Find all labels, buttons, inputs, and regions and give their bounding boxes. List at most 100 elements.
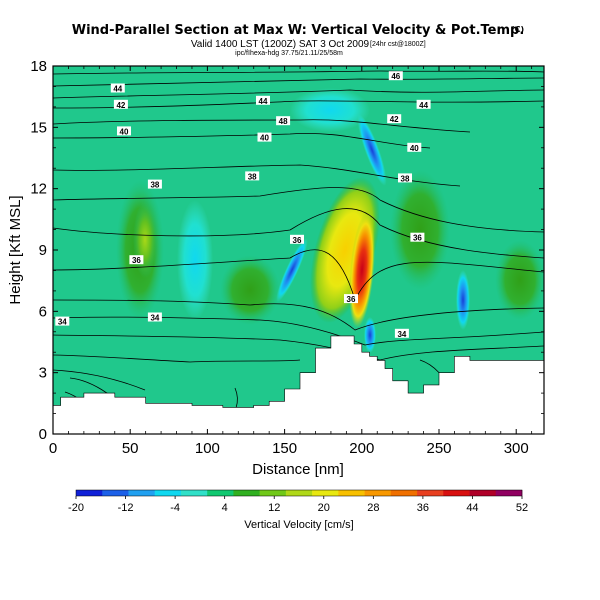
- contour-label-text: 36: [347, 295, 356, 304]
- colorbar-swatch: [338, 490, 365, 496]
- colorbar-frame: [75, 489, 523, 497]
- colorbar-swatch: [259, 490, 287, 496]
- contour-label-bg: [257, 132, 272, 142]
- x-tick-label: 100: [195, 440, 220, 457]
- colorbar-swatch: [417, 490, 444, 496]
- green-zone-right: [390, 170, 450, 290]
- contour-label-text: 40: [260, 134, 269, 143]
- contour-label: 44: [110, 83, 125, 94]
- contour-label: 44: [256, 95, 270, 106]
- contour-label: 38: [398, 173, 412, 183]
- colorbar-swatch: [233, 490, 260, 496]
- contour-label: 36: [344, 294, 358, 304]
- contour-label-bg: [290, 234, 304, 244]
- contour-label: 40: [257, 132, 272, 143]
- contour-label-bg: [117, 126, 131, 136]
- x-axis-ticks: 0 50 100 150 200 250 300: [49, 66, 533, 457]
- contour-label-bg: [129, 255, 144, 265]
- contour-label-bg: [147, 179, 162, 189]
- colorbar-swatch: [312, 490, 339, 496]
- contour-label-bg: [55, 316, 70, 326]
- contour-label-text: 36: [293, 236, 302, 245]
- colorbar-swatch: [364, 490, 392, 496]
- contour-label-bg: [388, 71, 403, 81]
- colorbar-tick-label: 4: [222, 502, 228, 514]
- contour-label: 38: [245, 171, 260, 181]
- contour-label: 34: [147, 312, 162, 323]
- y-axis-label: Height [Kft MSL]: [7, 195, 24, 304]
- contour-label: 42: [387, 114, 402, 124]
- contour-label: 46: [388, 71, 403, 81]
- colorbar-tick-label: 20: [318, 502, 330, 514]
- contour-label: 34: [55, 316, 70, 327]
- colorbar-swatch: [76, 490, 103, 496]
- colorbar-tick-label: -4: [170, 502, 180, 514]
- colorbar-swatch: [180, 490, 208, 496]
- x-tick-label: 150: [272, 440, 297, 457]
- contour-label-text: 40: [120, 127, 129, 136]
- green-zone-mid: [220, 255, 280, 325]
- colorbar-label: Vertical Velocity [cm/s]: [244, 519, 353, 531]
- terrain-mask: [53, 335, 544, 434]
- contour-label-group: 44 42 40 38 36 34 34 44 48 40 38 36 36 46 44 42 40 38 36 34: [55, 71, 431, 339]
- contour-label: 40: [117, 126, 131, 136]
- contour-label-bg: [147, 312, 162, 322]
- y-tick-label: 3: [39, 365, 47, 382]
- contour-label-text: 36: [132, 256, 141, 265]
- colorbar-tick-label: 28: [367, 502, 379, 514]
- blue-downdraft-left: [276, 238, 308, 302]
- contour-label-text: 44: [259, 97, 268, 106]
- contour-label-text: 34: [58, 318, 67, 327]
- colorbar-swatch: [128, 490, 156, 496]
- colorbar-tick-label: 52: [516, 502, 528, 514]
- contour-label: 44: [416, 99, 431, 110]
- contour-label-text: 44: [113, 85, 122, 94]
- colorbar-swatch: [207, 490, 234, 496]
- contour-label-bg: [113, 99, 128, 109]
- contour-label-bg: [394, 328, 409, 338]
- colorbar-swatch: [390, 490, 418, 496]
- contour-label: 36: [410, 232, 425, 243]
- contour-label: 34: [394, 328, 409, 339]
- contour-label-bg: [410, 232, 425, 242]
- contour-label-bg: [110, 83, 125, 93]
- y-tick-label: 12: [30, 181, 47, 198]
- contour-label-text: 46: [391, 72, 400, 81]
- y-tick-label: 0: [39, 426, 47, 443]
- blue-downdraft-core: [357, 114, 387, 186]
- contour-label-bg: [256, 95, 270, 105]
- colorbar-swatch: [102, 490, 129, 496]
- contour-label-bg: [398, 173, 412, 183]
- x-tick-label: 300: [504, 440, 529, 457]
- x-tick-label: 250: [426, 440, 451, 457]
- potential-temperature-contours: [53, 70, 544, 421]
- colorbar-tick-label: 36: [417, 502, 429, 514]
- contour-label: 36: [290, 234, 304, 245]
- contour-label-bg: [387, 114, 402, 124]
- vertical-velocity-field: 44 42 40 38 36 34 34 44 48 40 38 36 36 46 44 42 40 38 36 34: [53, 66, 544, 434]
- chart-subtitle-line2: ipc/fIhexa-hdg 37.75/21.11/25/58m: [235, 50, 343, 57]
- contour-label-text: 38: [150, 181, 159, 190]
- contour-label-bg: [344, 294, 358, 304]
- contour-label-text: 36: [413, 234, 422, 243]
- contour-label-text: 48: [279, 117, 288, 126]
- colorbar-tick-label: -20: [68, 502, 84, 514]
- y-tick-label: 6: [39, 303, 47, 320]
- contour-label-bg: [416, 99, 431, 109]
- cyan-zone-mid: [177, 200, 213, 320]
- colorbar-swatch: [469, 490, 497, 496]
- x-tick-label: 200: [349, 440, 374, 457]
- x-axis-label: Distance [nm]: [252, 461, 344, 478]
- contour-label: 36: [129, 255, 144, 265]
- colorbar-tick-label: 12: [268, 502, 280, 514]
- chart-title: Wind-Parallel Section at Max W: Vertical…: [72, 23, 525, 38]
- chart-subtitle-note: [24hr cst@1800Z]: [370, 41, 426, 48]
- x-tick-label: 50: [122, 440, 139, 457]
- contour-label-bg: [276, 116, 291, 126]
- blue-downdraft-right: [456, 270, 470, 330]
- y-tick-label: 18: [30, 58, 47, 75]
- colorbar-tick-label: 44: [466, 502, 478, 514]
- colorbar-tick-label: -12: [118, 502, 134, 514]
